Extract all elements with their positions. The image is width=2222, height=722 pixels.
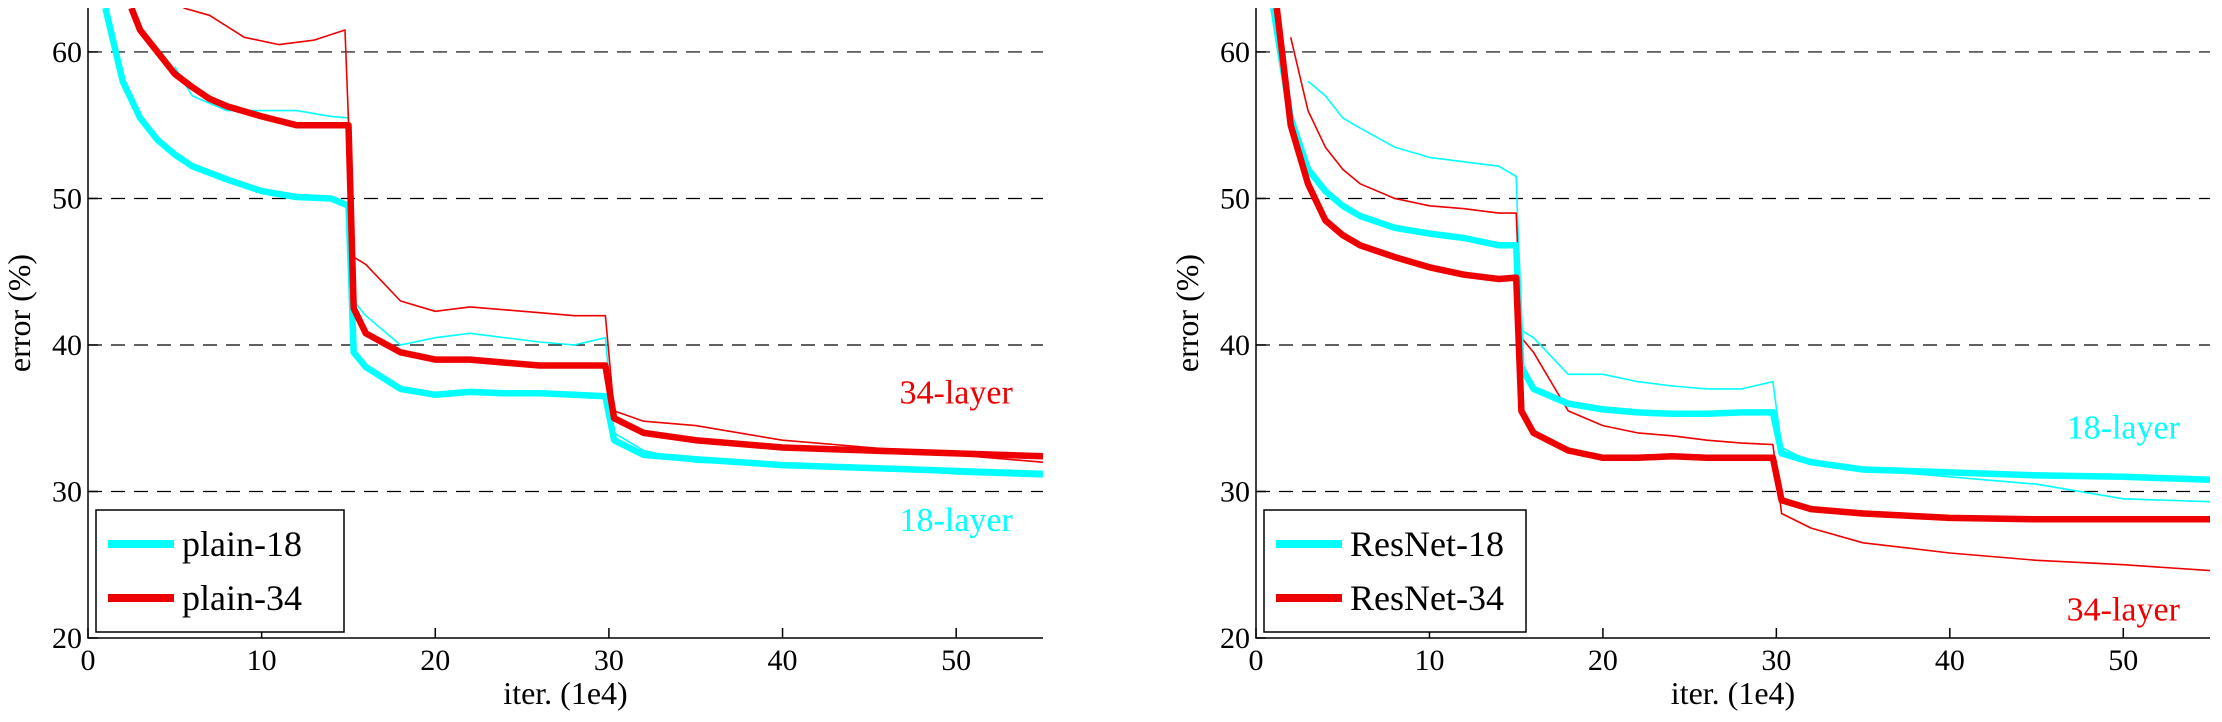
y-tick-label: 40 [1220,329,1250,362]
x-tick-label: 40 [1935,644,1965,677]
y-axis-label: error (%) [1169,254,1205,372]
y-tick-label: 50 [1220,182,1250,215]
x-tick-label: 10 [247,644,277,677]
series-annotation: 34-layer [900,375,1014,412]
y-tick-label: 20 [52,622,82,655]
y-tick-label: 40 [52,329,82,362]
series-annotation: 34-layer [2067,591,2181,628]
y-tick-label: 30 [52,475,82,508]
y-tick-label: 60 [52,36,82,69]
y-tick-label: 50 [52,182,82,215]
x-tick-label: 50 [2108,644,2138,677]
legend-label: plain-34 [182,578,302,618]
y-tick-label: 30 [1220,475,1250,508]
x-tick-label: 30 [594,644,624,677]
x-tick-label: 0 [1249,644,1264,677]
chart-plain: 20 30 40 50 60 0 10 20 30 40 50 iter. (1e4) error (%… [1,8,1043,711]
x-tick-label: 10 [1414,644,1444,677]
y-axis-label: error (%) [1,254,37,372]
series-line-plain-18 [102,8,1043,478]
x-axis-label: iter. (1e4) [503,675,627,711]
legend-label: ResNet-34 [1350,578,1504,618]
series-line-resnet-34-train [1289,37,2210,572]
x-tick-label: 20 [420,644,450,677]
chart-resnet: 20 30 40 50 60 0 10 20 30 40 50 iter. (1e4) error (%… [1169,8,2210,711]
y-tick-label: 60 [1220,36,1250,69]
series-line-resnet-18 [1270,8,2210,484]
x-tick-label: 0 [81,644,96,677]
x-tick-label: 30 [1761,644,1791,677]
x-tick-label: 40 [768,644,798,677]
legend [1263,509,1527,633]
legend-label: plain-18 [182,524,302,564]
y-tick-label: 20 [1220,622,1250,655]
series-line-plain-34-train [183,8,1043,463]
series-line-plain-34 [128,8,1043,460]
x-tick-label: 50 [941,644,971,677]
legend [95,509,345,633]
legend-label: ResNet-18 [1350,524,1504,564]
series-line-resnet-34 [1273,8,2210,523]
series-annotation: 18-layer [2067,410,2181,447]
x-tick-label: 20 [1588,644,1618,677]
x-axis-label: iter. (1e4) [1671,675,1795,711]
series-annotation: 18-layer [900,502,1014,539]
